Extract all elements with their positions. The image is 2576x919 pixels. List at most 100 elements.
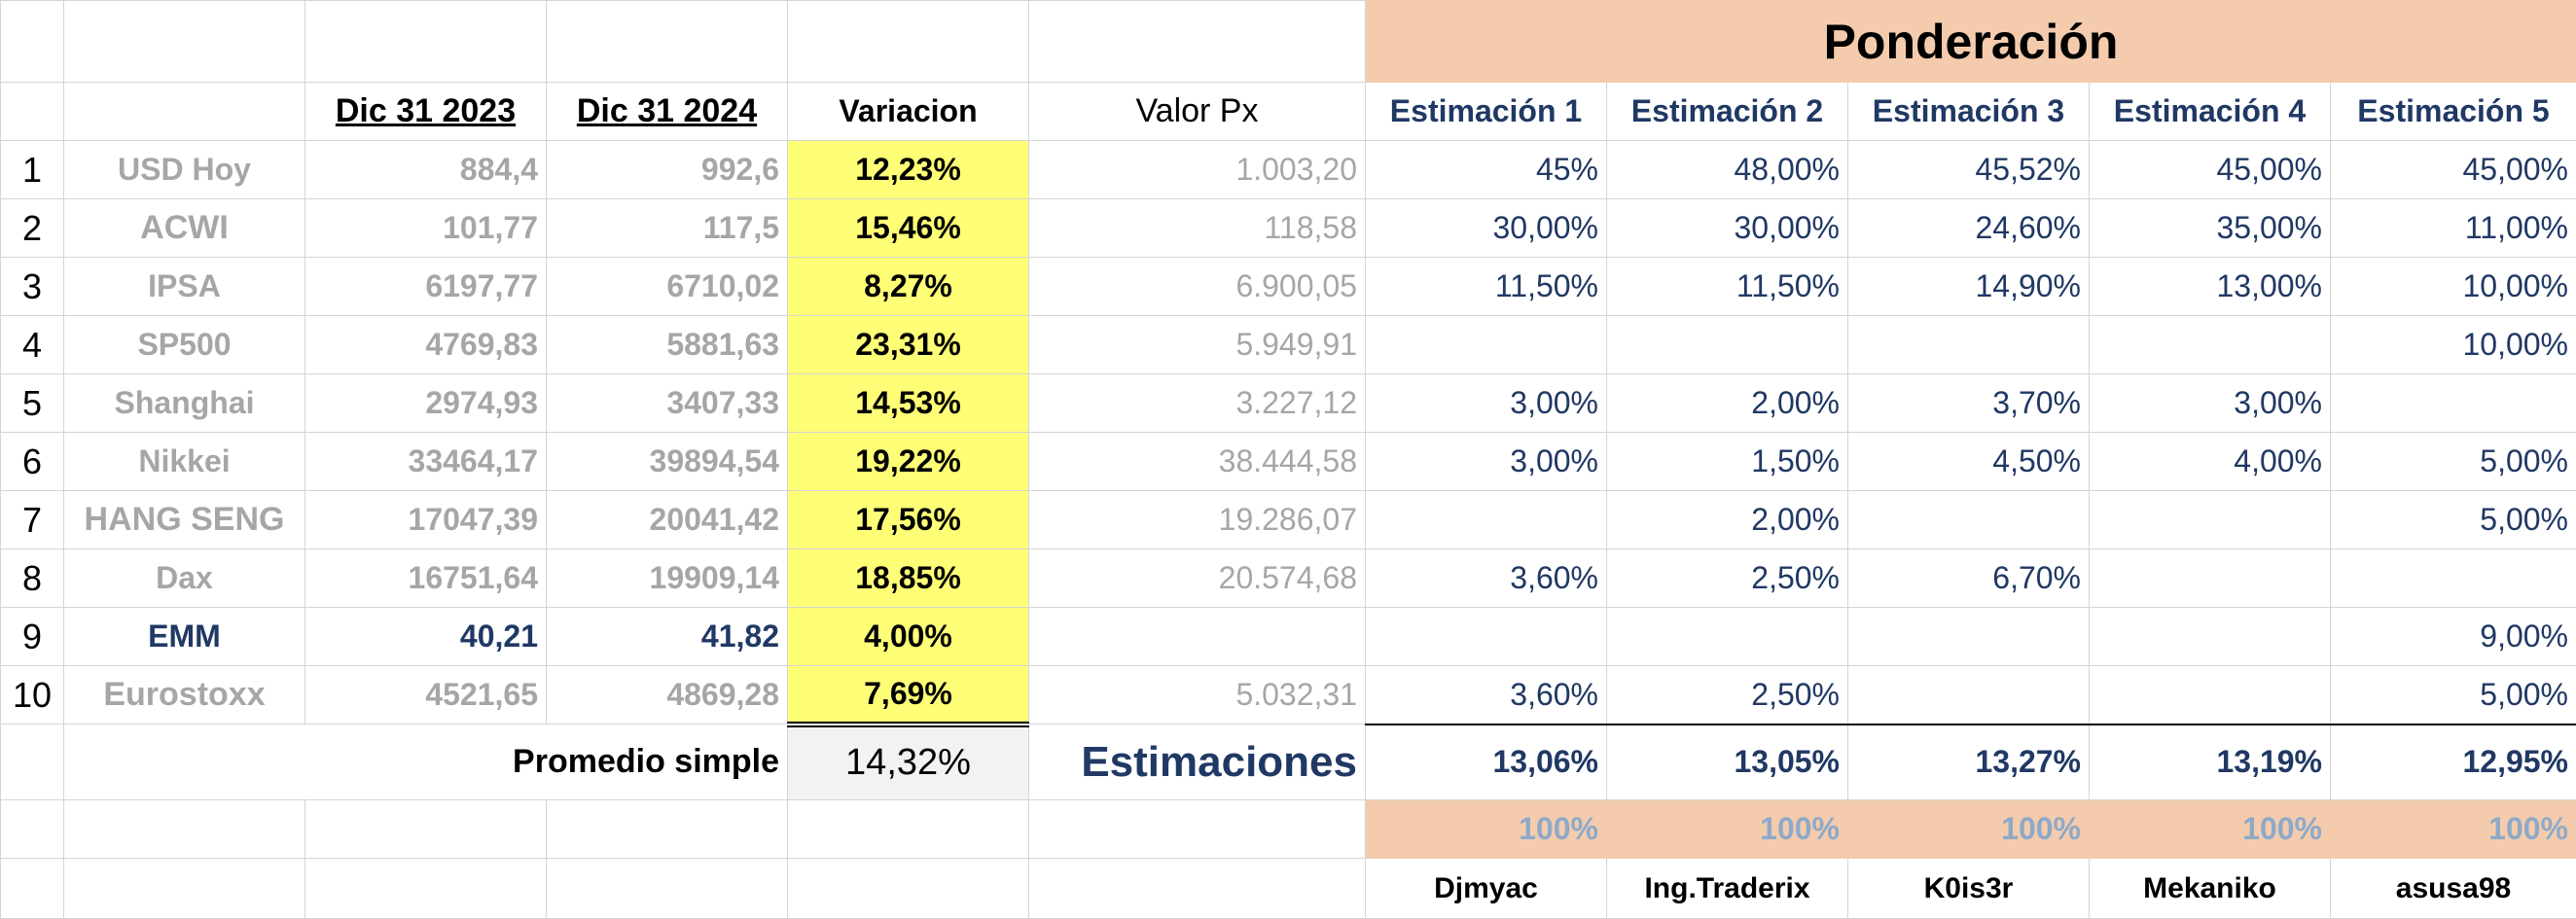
index-name[interactable]: Shanghai: [64, 374, 305, 433]
variacion-value[interactable]: 14,53%: [788, 374, 1029, 433]
estimacion-2-value[interactable]: 48,00%: [1607, 141, 1848, 199]
valor-px-value[interactable]: [1029, 608, 1366, 666]
valor-px-value[interactable]: 5.032,31: [1029, 666, 1366, 725]
promedio-simple-value[interactable]: 14,32%: [788, 725, 1029, 800]
estimacion-1-result[interactable]: 13,06%: [1366, 725, 1607, 800]
index-name[interactable]: Eurostoxx: [64, 666, 305, 725]
estimacion-3-value[interactable]: 3,70%: [1848, 374, 2090, 433]
ponderacion-title[interactable]: Ponderación: [1366, 1, 2576, 83]
cell[interactable]: [64, 1, 305, 83]
estimacion-5-total[interactable]: 100%: [2331, 800, 2576, 859]
row-number[interactable]: 10: [1, 666, 64, 725]
estimacion-5-value[interactable]: 9,00%: [2331, 608, 2576, 666]
estimacion-5-value[interactable]: 5,00%: [2331, 491, 2576, 549]
value-2024[interactable]: 39894,54: [547, 433, 788, 491]
variacion-value[interactable]: 7,69%: [788, 666, 1029, 725]
index-name[interactable]: SP500: [64, 316, 305, 374]
header-estimacion-2[interactable]: Estimación 2: [1607, 83, 1848, 141]
estimacion-1-value[interactable]: [1366, 491, 1607, 549]
estimacion-2-value[interactable]: [1607, 608, 1848, 666]
cell[interactable]: [1, 83, 64, 141]
estimacion-3-value[interactable]: [1848, 491, 2090, 549]
cell[interactable]: [305, 859, 547, 919]
estimacion-3-user[interactable]: K0is3r: [1848, 859, 2090, 919]
value-2023[interactable]: 6197,77: [305, 258, 547, 316]
estimacion-4-total[interactable]: 100%: [2090, 800, 2331, 859]
estimacion-3-total[interactable]: 100%: [1848, 800, 2090, 859]
valor-px-value[interactable]: 6.900,05: [1029, 258, 1366, 316]
estimacion-1-value[interactable]: 3,60%: [1366, 666, 1607, 725]
value-2023[interactable]: 40,21: [305, 608, 547, 666]
valor-px-value[interactable]: 20.574,68: [1029, 549, 1366, 608]
estimacion-4-value[interactable]: 13,00%: [2090, 258, 2331, 316]
value-2024[interactable]: 5881,63: [547, 316, 788, 374]
valor-px-value[interactable]: 5.949,91: [1029, 316, 1366, 374]
row-number[interactable]: 8: [1, 549, 64, 608]
cell[interactable]: [788, 1, 1029, 83]
value-2024[interactable]: 41,82: [547, 608, 788, 666]
estimacion-1-user[interactable]: Djmyac: [1366, 859, 1607, 919]
estimacion-4-value[interactable]: 4,00%: [2090, 433, 2331, 491]
estimacion-1-value[interactable]: [1366, 316, 1607, 374]
row-number[interactable]: 1: [1, 141, 64, 199]
estimacion-2-value[interactable]: [1607, 316, 1848, 374]
cell[interactable]: [788, 859, 1029, 919]
estimacion-5-value[interactable]: 10,00%: [2331, 316, 2576, 374]
valor-px-value[interactable]: 118,58: [1029, 199, 1366, 258]
estimacion-5-value[interactable]: 45,00%: [2331, 141, 2576, 199]
value-2023[interactable]: 17047,39: [305, 491, 547, 549]
cell[interactable]: [1, 859, 64, 919]
valor-px-value[interactable]: 1.003,20: [1029, 141, 1366, 199]
valor-px-value[interactable]: 19.286,07: [1029, 491, 1366, 549]
estimaciones-label[interactable]: Estimaciones: [1029, 725, 1366, 800]
header-estimacion-3[interactable]: Estimación 3: [1848, 83, 2090, 141]
header-date-2023[interactable]: Dic 31 2023: [305, 83, 547, 141]
value-2023[interactable]: 33464,17: [305, 433, 547, 491]
value-2024[interactable]: 19909,14: [547, 549, 788, 608]
index-name[interactable]: EMM: [64, 608, 305, 666]
cell[interactable]: [1029, 859, 1366, 919]
estimacion-4-value[interactable]: 35,00%: [2090, 199, 2331, 258]
variacion-value[interactable]: 4,00%: [788, 608, 1029, 666]
cell[interactable]: [305, 1, 547, 83]
estimacion-2-result[interactable]: 13,05%: [1607, 725, 1848, 800]
estimacion-5-value[interactable]: 10,00%: [2331, 258, 2576, 316]
value-2023[interactable]: 2974,93: [305, 374, 547, 433]
estimacion-2-value[interactable]: 2,00%: [1607, 491, 1848, 549]
estimacion-4-value[interactable]: [2090, 666, 2331, 725]
cell[interactable]: [64, 800, 305, 859]
variacion-value[interactable]: 12,23%: [788, 141, 1029, 199]
estimacion-3-value[interactable]: 45,52%: [1848, 141, 2090, 199]
variacion-value[interactable]: 19,22%: [788, 433, 1029, 491]
estimacion-2-user[interactable]: Ing.Traderix: [1607, 859, 1848, 919]
cell[interactable]: [1029, 1, 1366, 83]
estimacion-4-value[interactable]: [2090, 608, 2331, 666]
cell[interactable]: [547, 859, 788, 919]
estimacion-1-value[interactable]: 3,00%: [1366, 374, 1607, 433]
value-2023[interactable]: 884,4: [305, 141, 547, 199]
estimacion-3-value[interactable]: [1848, 608, 2090, 666]
index-name[interactable]: ACWI: [64, 199, 305, 258]
estimacion-3-result[interactable]: 13,27%: [1848, 725, 2090, 800]
cell[interactable]: [788, 800, 1029, 859]
cell[interactable]: [547, 1, 788, 83]
estimacion-2-value[interactable]: 11,50%: [1607, 258, 1848, 316]
estimacion-4-user[interactable]: Mekaniko: [2090, 859, 2331, 919]
cell[interactable]: [64, 859, 305, 919]
header-estimacion-5[interactable]: Estimación 5: [2331, 83, 2576, 141]
value-2023[interactable]: 4769,83: [305, 316, 547, 374]
estimacion-3-value[interactable]: 6,70%: [1848, 549, 2090, 608]
value-2024[interactable]: 992,6: [547, 141, 788, 199]
estimacion-1-value[interactable]: 45%: [1366, 141, 1607, 199]
estimacion-4-value[interactable]: [2090, 491, 2331, 549]
cell[interactable]: [64, 83, 305, 141]
header-date-2024[interactable]: Dic 31 2024: [547, 83, 788, 141]
cell[interactable]: [1, 800, 64, 859]
variacion-value[interactable]: 23,31%: [788, 316, 1029, 374]
variacion-value[interactable]: 17,56%: [788, 491, 1029, 549]
index-name[interactable]: IPSA: [64, 258, 305, 316]
row-number[interactable]: 6: [1, 433, 64, 491]
index-name[interactable]: USD Hoy: [64, 141, 305, 199]
estimacion-3-value[interactable]: [1848, 666, 2090, 725]
estimacion-5-value[interactable]: [2331, 549, 2576, 608]
